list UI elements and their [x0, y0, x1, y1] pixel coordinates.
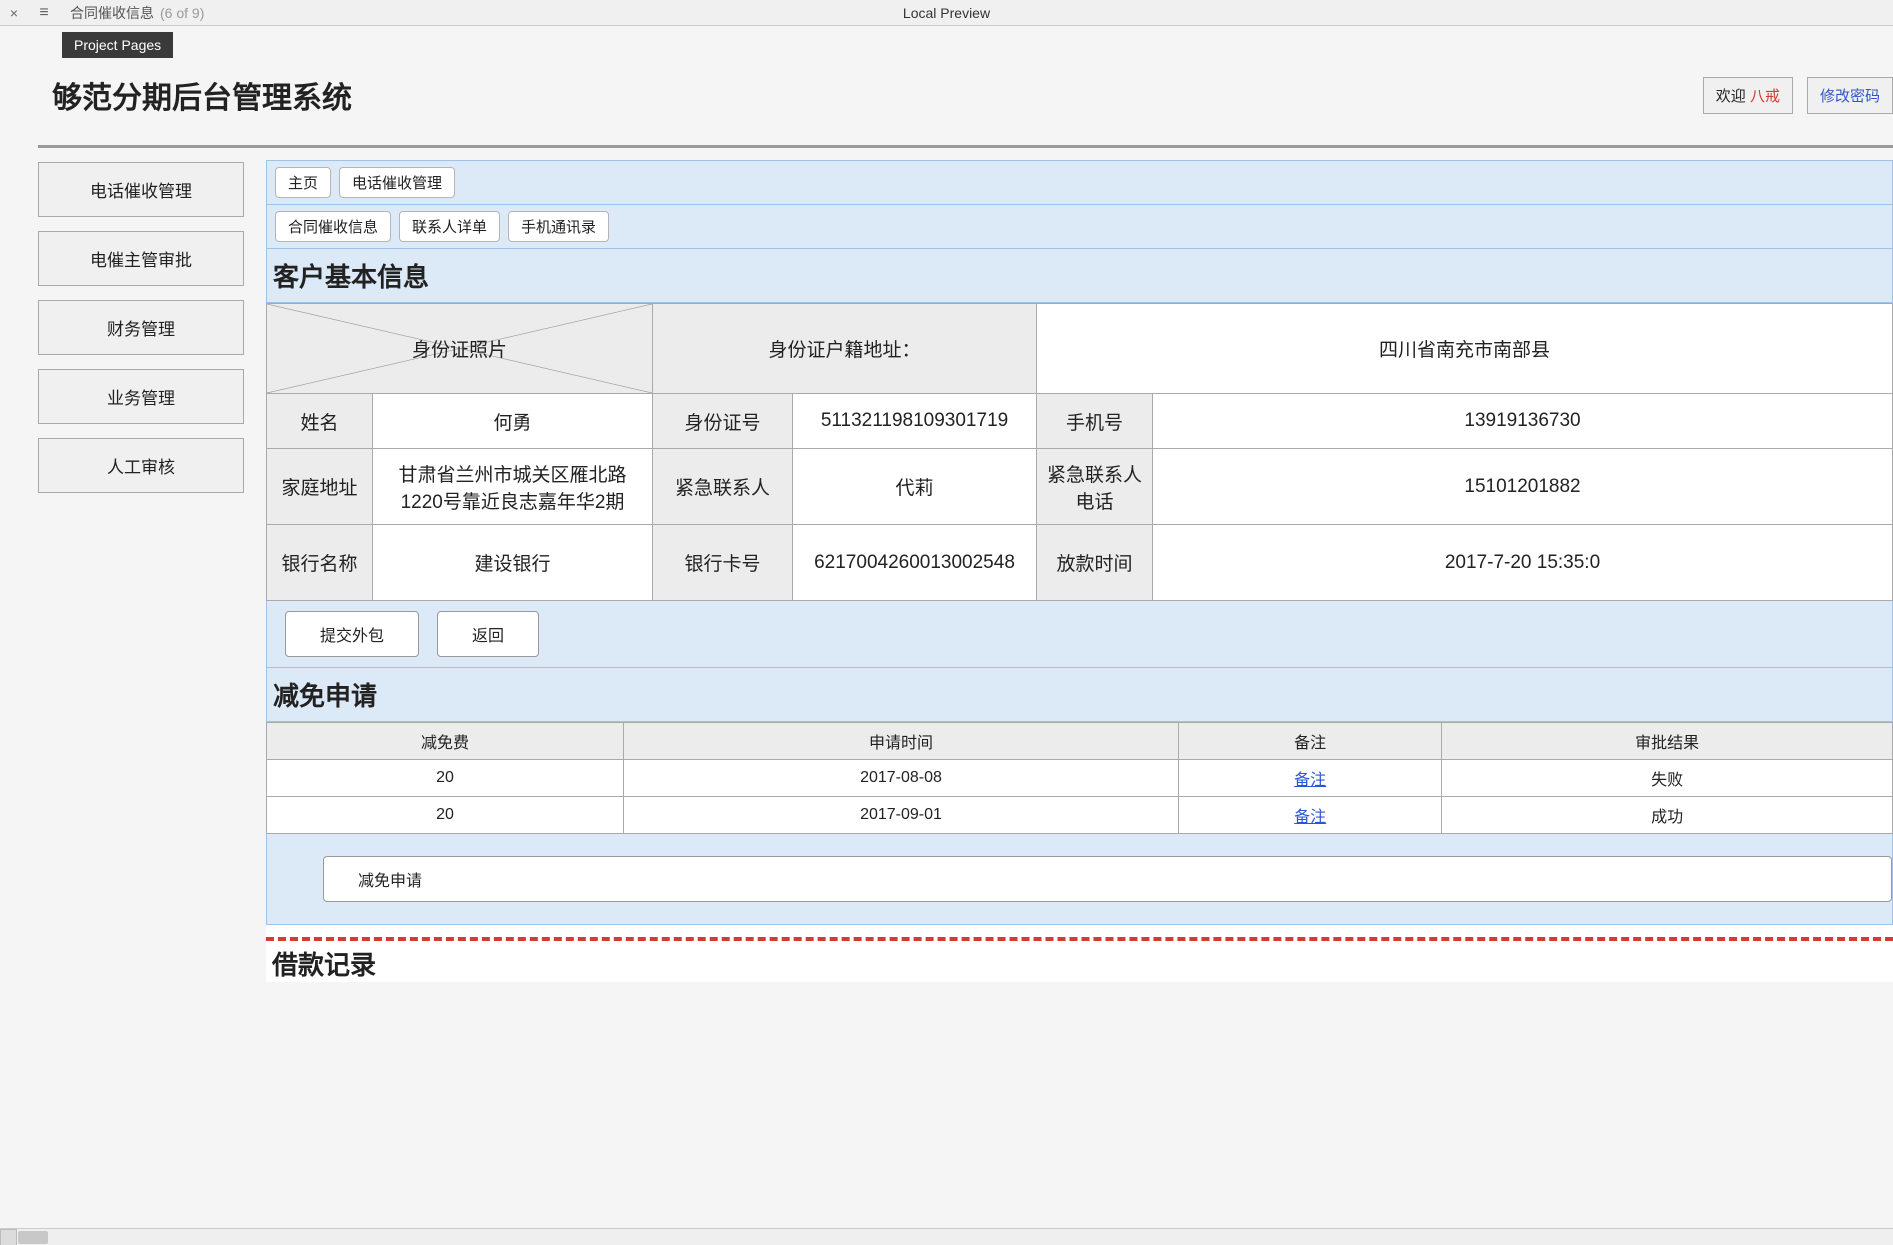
doc-title: 合同催收信息	[70, 3, 154, 23]
horizontal-scrollbar[interactable]	[0, 1228, 1893, 1245]
bank-value: 建设银行	[373, 525, 653, 601]
col-date: 申请时间	[624, 723, 1179, 760]
sidebar-item-business[interactable]: 业务管理	[38, 369, 244, 424]
name-label: 姓名	[267, 394, 373, 449]
close-icon[interactable]: ×	[6, 5, 22, 21]
sidebar-item-phone-collection[interactable]: 电话催收管理	[38, 162, 244, 217]
project-pages-badge: Project Pages	[62, 32, 173, 58]
tab-contract-info[interactable]: 合同催收信息	[275, 211, 391, 242]
id-photo-placeholder: 身份证照片	[267, 304, 653, 394]
loan-time-label: 放款时间	[1037, 525, 1153, 601]
page-header: 够范分期后台管理系统 欢迎 八戒 修改密码	[38, 44, 1893, 148]
reduction-table: 减免费 申请时间 备注 审批结果 20 2017-08-08 备注 失败 20 …	[266, 722, 1893, 834]
customer-info-table: 身份证照片 身份证户籍地址： 四川省南充市南部县 姓名 何勇 身份证号 5113…	[266, 303, 1893, 601]
breadcrumb-tabs: 主页 电话催收管理	[266, 160, 1893, 205]
reduction-apply-button[interactable]: 减免申请	[323, 856, 1892, 902]
scroll-thumb[interactable]	[18, 1231, 48, 1244]
welcome-prefix: 欢迎	[1716, 88, 1750, 105]
name-value: 何勇	[373, 394, 653, 449]
cell-result: 失败	[1442, 760, 1893, 797]
cell-fee: 20	[267, 797, 624, 834]
cell-date: 2017-09-01	[624, 797, 1179, 834]
reduction-action-row: 减免申请	[266, 834, 1893, 925]
doc-counter: (6 of 9)	[160, 5, 204, 21]
preview-mode-label: Local Preview	[903, 5, 990, 21]
app-toolbar: × ≡ 合同催收信息 (6 of 9) Local Preview	[0, 0, 1893, 26]
sidebar-item-supervisor-approval[interactable]: 电催主管审批	[38, 231, 244, 286]
col-result: 审批结果	[1442, 723, 1893, 760]
col-note: 备注	[1178, 723, 1441, 760]
main-panel: 主页 电话催收管理 合同催收信息 联系人详单 手机通讯录 客户基本信息 身份证照…	[266, 160, 1893, 982]
system-title: 够范分期后台管理系统	[52, 73, 352, 117]
id-photo-label: 身份证照片	[412, 340, 507, 361]
tab-phonebook[interactable]: 手机通讯录	[508, 211, 609, 242]
back-button[interactable]: 返回	[437, 611, 539, 657]
change-password-button[interactable]: 修改密码	[1807, 77, 1893, 114]
col-fee: 减免费	[267, 723, 624, 760]
reg-addr-value: 四川省南充市南部县	[1037, 304, 1893, 394]
id-label: 身份证号	[653, 394, 793, 449]
id-value: 511321198109301719	[793, 394, 1037, 449]
home-label: 家庭地址	[267, 449, 373, 525]
customer-action-row: 提交外包 返回	[266, 601, 1893, 668]
sidebar-item-finance[interactable]: 财务管理	[38, 300, 244, 355]
sub-tabs: 合同催收信息 联系人详单 手机通讯录	[266, 205, 1893, 249]
reg-addr-label: 身份证户籍地址：	[653, 304, 1037, 394]
welcome-user: 八戒	[1750, 88, 1780, 105]
table-row: 20 2017-08-08 备注 失败	[267, 760, 1893, 797]
section-loan-title: 借款记录	[266, 937, 1893, 982]
card-value: 6217004260013002548	[793, 525, 1037, 601]
note-link[interactable]: 备注	[1294, 809, 1326, 826]
home-value: 甘肃省兰州市城关区雁北路1220号靠近良志嘉年华2期	[373, 449, 653, 525]
card-label: 银行卡号	[653, 525, 793, 601]
tab-home[interactable]: 主页	[275, 167, 331, 198]
emerg-contact-label: 紧急联系人	[653, 449, 793, 525]
phone-value: 13919136730	[1153, 394, 1893, 449]
tab-contacts[interactable]: 联系人详单	[399, 211, 500, 242]
phone-label: 手机号	[1037, 394, 1153, 449]
emerg-phone-label: 紧急联系人电话	[1037, 449, 1153, 525]
section-customer-title: 客户基本信息	[266, 249, 1893, 303]
welcome-box: 欢迎 八戒	[1703, 77, 1793, 114]
table-row: 20 2017-09-01 备注 成功	[267, 797, 1893, 834]
note-link[interactable]: 备注	[1294, 772, 1326, 789]
submit-outsource-button[interactable]: 提交外包	[285, 611, 419, 657]
cell-fee: 20	[267, 760, 624, 797]
scroll-left-button[interactable]	[0, 1229, 17, 1245]
emerg-phone-value: 15101201882	[1153, 449, 1893, 525]
cell-date: 2017-08-08	[624, 760, 1179, 797]
loan-time-value: 2017-7-20 15:35:0	[1153, 525, 1893, 601]
bank-label: 银行名称	[267, 525, 373, 601]
menu-icon[interactable]: ≡	[32, 4, 56, 22]
cell-result: 成功	[1442, 797, 1893, 834]
tab-phone-collection[interactable]: 电话催收管理	[339, 167, 455, 198]
section-reduction-title: 减免申请	[266, 668, 1893, 722]
emerg-contact-value: 代莉	[793, 449, 1037, 525]
sidebar: 电话催收管理 电催主管审批 财务管理 业务管理 人工审核	[38, 160, 244, 982]
sidebar-item-manual-review[interactable]: 人工审核	[38, 438, 244, 493]
